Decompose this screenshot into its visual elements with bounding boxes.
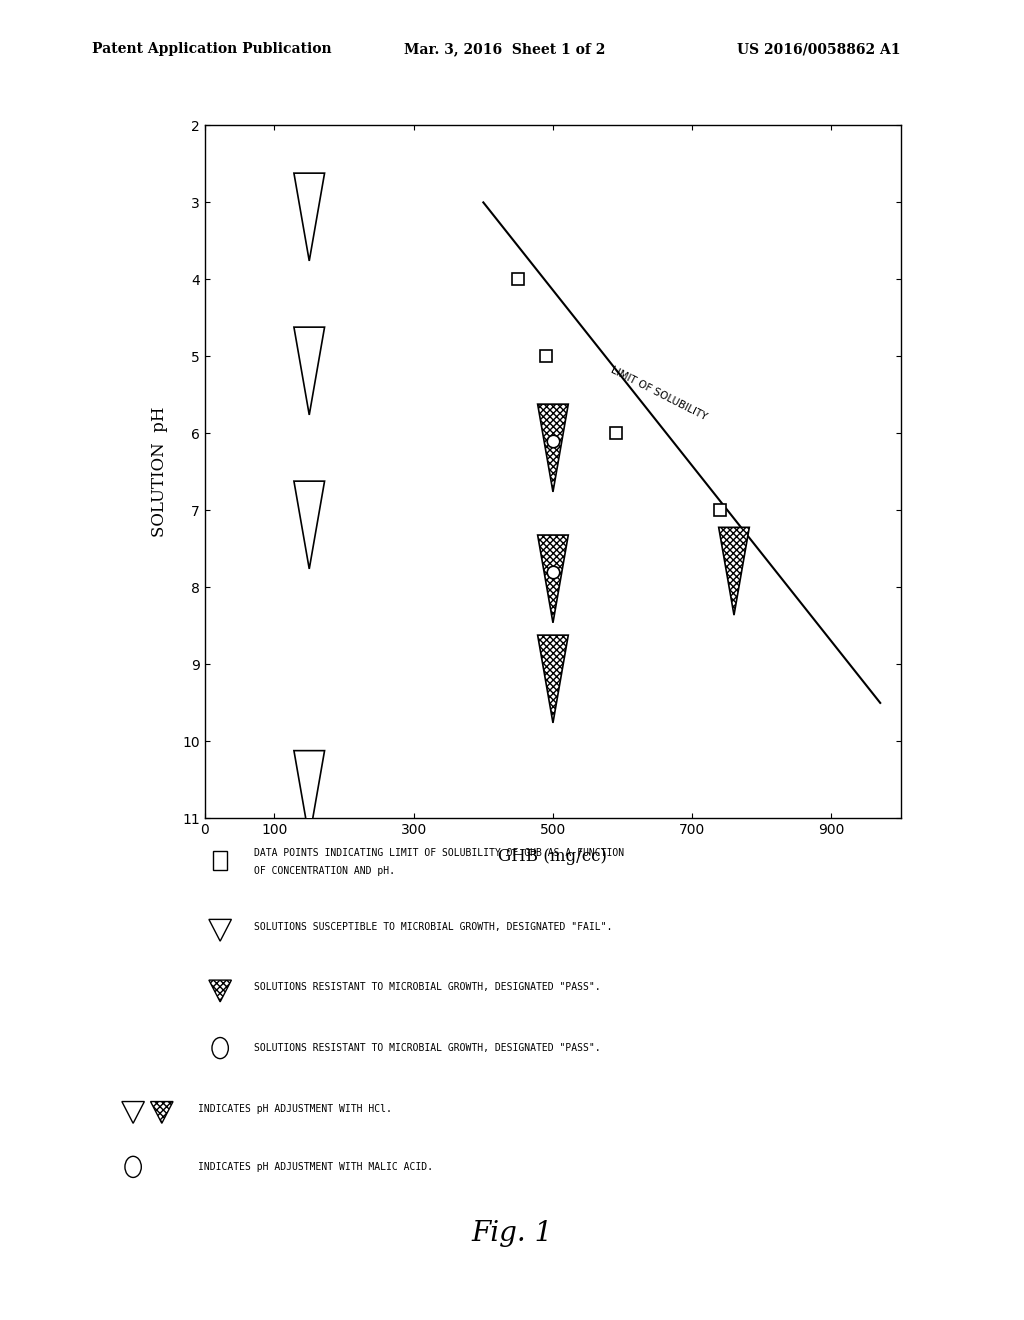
Text: Patent Application Publication: Patent Application Publication — [92, 42, 332, 57]
Text: SOLUTIONS SUSCEPTIBLE TO MICROBIAL GROWTH, DESIGNATED "FAIL".: SOLUTIONS SUSCEPTIBLE TO MICROBIAL GROWT… — [254, 921, 612, 932]
Polygon shape — [209, 979, 231, 1002]
Text: OF CONCENTRATION AND pH.: OF CONCENTRATION AND pH. — [254, 866, 395, 876]
Text: INDICATES pH ADJUSTMENT WITH MALIC ACID.: INDICATES pH ADJUSTMENT WITH MALIC ACID. — [198, 1162, 432, 1172]
X-axis label: GHB (mg/cc): GHB (mg/cc) — [499, 849, 607, 866]
Text: INDICATES pH ADJUSTMENT WITH HCl.: INDICATES pH ADJUSTMENT WITH HCl. — [198, 1104, 391, 1114]
Circle shape — [125, 1156, 141, 1177]
Polygon shape — [538, 535, 568, 623]
Circle shape — [212, 1038, 228, 1059]
Y-axis label: SOLUTION  pH: SOLUTION pH — [152, 407, 168, 537]
Polygon shape — [538, 635, 568, 723]
Polygon shape — [209, 919, 231, 941]
Text: SOLUTIONS RESISTANT TO MICROBIAL GROWTH, DESIGNATED "PASS".: SOLUTIONS RESISTANT TO MICROBIAL GROWTH,… — [254, 982, 601, 993]
Polygon shape — [719, 528, 750, 615]
Text: DATA POINTS INDICATING LIMIT OF SOLUBILITY OF GHB AS A FUNCTION: DATA POINTS INDICATING LIMIT OF SOLUBILI… — [254, 847, 624, 858]
Bar — [213, 851, 227, 870]
Polygon shape — [294, 327, 325, 414]
Text: Mar. 3, 2016  Sheet 1 of 2: Mar. 3, 2016 Sheet 1 of 2 — [404, 42, 606, 57]
Text: Fig. 1: Fig. 1 — [471, 1220, 553, 1247]
Polygon shape — [294, 751, 325, 838]
Text: SOLUTIONS RESISTANT TO MICROBIAL GROWTH, DESIGNATED "PASS".: SOLUTIONS RESISTANT TO MICROBIAL GROWTH,… — [254, 1043, 601, 1053]
Polygon shape — [122, 1101, 144, 1123]
Text: LIMIT OF SOLUBILITY: LIMIT OF SOLUBILITY — [609, 364, 709, 422]
Polygon shape — [294, 482, 325, 569]
Text: US 2016/0058862 A1: US 2016/0058862 A1 — [737, 42, 901, 57]
Polygon shape — [294, 173, 325, 261]
Polygon shape — [538, 404, 568, 492]
Polygon shape — [151, 1101, 173, 1123]
